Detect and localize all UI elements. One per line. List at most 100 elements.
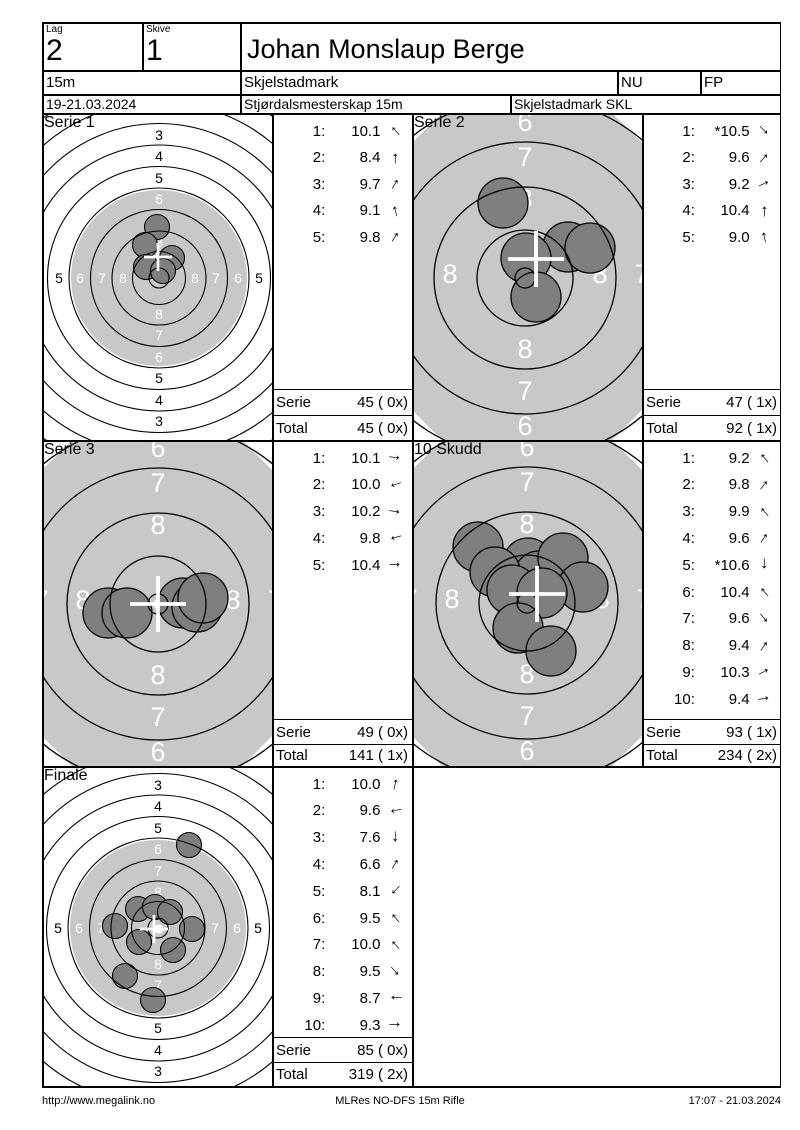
- shot-value: 9.8: [359, 529, 381, 547]
- shot-number: 4:: [312, 529, 326, 547]
- shot-row: 5: *10.6 ↑: [644, 552, 779, 578]
- ring-circle: [42, 467, 272, 741]
- shot-hole: [149, 257, 177, 285]
- total-label: Total: [646, 419, 678, 437]
- shot-value: 10.1: [351, 449, 381, 467]
- ring-circle: [109, 555, 207, 653]
- shot-hole: [156, 898, 184, 926]
- direction-arrow-icon: ↑: [385, 907, 405, 928]
- weapon-class: FP: [704, 74, 724, 91]
- target-graphic: 6677888877: [412, 440, 642, 766]
- direction-arrow-icon: ↑: [758, 226, 771, 248]
- direction-arrow-icon: ↑: [385, 961, 405, 981]
- ring-number: 6: [155, 191, 163, 207]
- shot-number: 9:: [312, 989, 326, 1007]
- ring-circle: [111, 230, 207, 326]
- ring-number: 6: [154, 841, 162, 857]
- ring-number: 7: [267, 585, 272, 615]
- shot-row: 6: 9.5 ↑: [274, 905, 410, 931]
- shot-hole: [177, 572, 229, 624]
- shot-hole: [143, 213, 171, 241]
- direction-arrow-icon: ↑: [754, 447, 774, 468]
- ring-number: 6: [150, 440, 165, 463]
- shot-number: 7:: [312, 936, 326, 954]
- ring-number: 8: [225, 585, 240, 615]
- ring-number: 6: [155, 349, 163, 365]
- ring-circle: [66, 512, 250, 696]
- shot-number: 3:: [312, 829, 326, 847]
- ring-number: 6: [517, 113, 532, 137]
- shot-row: 3: 9.7 ↑: [274, 171, 410, 197]
- date-range: 19-21.03.2024: [46, 96, 137, 112]
- shot-hole: [564, 222, 616, 274]
- shot-number: 2:: [312, 802, 326, 820]
- panel-title: Finale: [44, 767, 88, 784]
- shot-row: 3: 10.2 ↑: [274, 499, 410, 525]
- ring-number: 7: [212, 270, 220, 286]
- ring-circle: [42, 144, 272, 412]
- shot-number: 3:: [682, 503, 695, 521]
- shot-value: 6.6: [359, 855, 381, 873]
- ring-number: 5: [154, 1020, 162, 1036]
- direction-arrow-icon: ↑: [390, 147, 400, 167]
- direction-arrow-icon: ↑: [384, 477, 406, 492]
- shot-number: 1:: [312, 449, 326, 467]
- ring-number: 7: [412, 584, 418, 614]
- direction-arrow-icon: ↑: [386, 226, 404, 248]
- shot-value: 9.4: [728, 637, 750, 655]
- ring-circle: [42, 122, 272, 434]
- shot-value: 9.4: [728, 690, 750, 708]
- shot-row: 2: 9.8 ↑: [644, 472, 779, 498]
- shot-number: 1:: [312, 122, 326, 140]
- ring-number: 7: [155, 327, 163, 343]
- shot-value: 9.8: [359, 228, 381, 246]
- shot-number: 10:: [674, 690, 695, 708]
- shot-value: 9.9: [728, 503, 750, 521]
- total-value: 141 ( 1x): [348, 747, 408, 764]
- shot-row: 4: 9.6 ↑: [644, 525, 779, 551]
- shot-value: 8.1: [359, 882, 381, 900]
- total-sum-row: Total 234 ( 2x): [642, 744, 781, 766]
- total-label: Total: [646, 747, 678, 764]
- shot-value: 9.6: [728, 610, 750, 628]
- shot-value: *10.5: [714, 122, 750, 140]
- shot-value: 8.7: [359, 989, 381, 1007]
- event-name: Stjørdalsmesterskap 15m: [244, 96, 403, 112]
- shot-row: 5: 8.1 ↑: [274, 878, 410, 904]
- serie-sum-row: Serie 93 ( 1x): [642, 719, 781, 744]
- ring-number: 8: [442, 259, 457, 289]
- lag-label: Lag: [46, 24, 63, 35]
- serie-value: 45 ( 0x): [357, 394, 408, 411]
- ring-circle: [42, 794, 272, 1062]
- shot-value: 9.3: [359, 1016, 381, 1034]
- ring-number: 6: [150, 737, 165, 766]
- organizer: Skjelstadmark SKL: [514, 96, 633, 112]
- shot-value: 9.8: [728, 476, 750, 494]
- class-short: NU: [621, 74, 643, 91]
- ring-number: 8: [444, 584, 459, 614]
- ring-number: 8: [154, 884, 162, 900]
- shot-value: 10.2: [351, 503, 381, 521]
- shot-number: 2:: [682, 149, 695, 167]
- shot-number: 4:: [682, 529, 695, 547]
- direction-arrow-icon: ↑: [760, 555, 769, 575]
- shot-value: 10.4: [720, 202, 750, 220]
- panel-title: Serie 2: [414, 114, 465, 131]
- shot-number: 6:: [312, 909, 326, 927]
- ring-number: 5: [155, 170, 163, 186]
- shot-number: 8:: [682, 637, 695, 655]
- serie-value: 85 ( 0x): [357, 1041, 408, 1059]
- ring-number: 5: [155, 370, 163, 386]
- skive-label: Skive: [146, 24, 171, 35]
- ring-number: 6: [519, 736, 534, 766]
- shot-row: 1: 10.0 ↑: [274, 771, 410, 797]
- ring-circle: [46, 165, 272, 391]
- ring-number: 6: [517, 411, 532, 440]
- direction-arrow-icon: ↑: [385, 120, 405, 141]
- ring-number: 8: [191, 270, 199, 286]
- total-sum-row: Total 45 ( 0x): [272, 415, 412, 440]
- ring-number: 3: [155, 413, 163, 429]
- shot-value: 7.6: [359, 829, 381, 847]
- total-label: Total: [276, 747, 308, 764]
- ring-number: 6: [75, 920, 83, 936]
